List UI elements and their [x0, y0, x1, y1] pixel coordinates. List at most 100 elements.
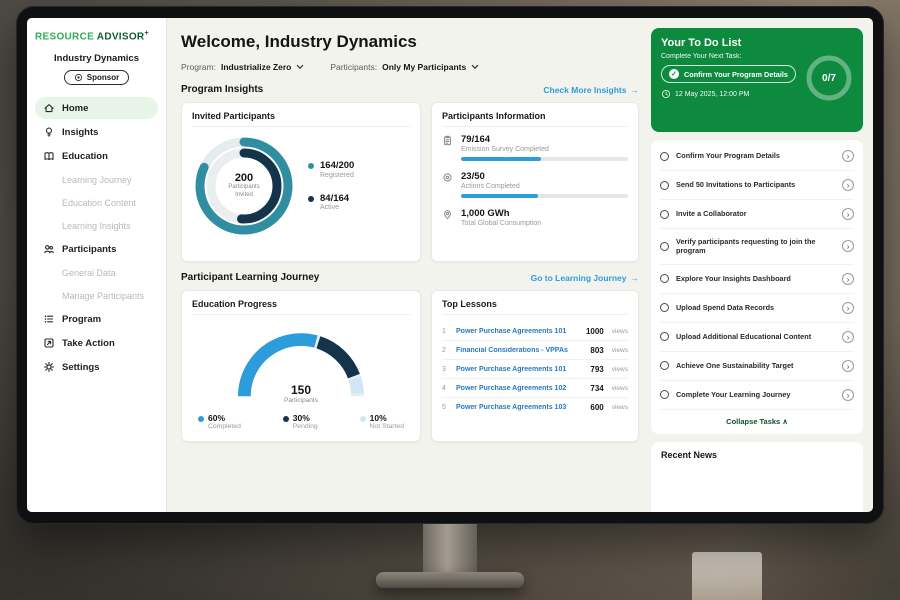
top-lessons-card: Top Lessons 1 Power Purchase Agreements …: [431, 290, 639, 442]
nav-label: Participants: [62, 243, 117, 255]
todo-task-row: Explore Your Insights Dashboard ›: [660, 265, 854, 294]
donut-registered-arc: [195, 137, 293, 235]
lesson-title-link[interactable]: Power Purchase Agreements 101: [456, 365, 567, 373]
sidebar-item-learning-journey[interactable]: Learning Journey: [62, 174, 132, 185]
task-open-button[interactable]: ›: [842, 150, 854, 162]
check-more-insights-link[interactable]: Check More Insights →: [543, 85, 639, 95]
task-label: Achieve One Sustainability Target: [676, 361, 794, 371]
legend-label: Active: [320, 204, 340, 212]
next-task-chip[interactable]: ✓ Confirm Your Program Details: [661, 65, 796, 83]
task-checkbox[interactable]: [660, 241, 669, 251]
chevron-right-icon: ›: [846, 360, 850, 371]
card-title: Top Lessons: [442, 299, 628, 315]
due-date: 12 May 2025, 12:00 PM: [675, 90, 750, 98]
legend-label: Registered: [320, 171, 354, 179]
task-open-button[interactable]: ›: [842, 208, 854, 220]
donut-center-label: Participants Invited: [228, 184, 260, 198]
sidebar-item-education[interactable]: Education: [35, 145, 158, 167]
sidebar-item-insights[interactable]: Insights: [35, 121, 158, 143]
chevron-down-icon: [471, 64, 479, 70]
legend-label: Not Started: [369, 423, 404, 430]
legend-dot: [308, 195, 314, 202]
list-icon: [43, 313, 55, 325]
sidebar-item-manage-participants[interactable]: Manage Participants: [62, 290, 145, 301]
legend-dot: [359, 416, 366, 422]
arrow-right-icon: →: [630, 84, 640, 95]
sidebar-item-settings[interactable]: Settings: [35, 356, 158, 378]
participants-information-card: Participants Information 79/164 Emission…: [431, 102, 639, 262]
task-checkbox[interactable]: [660, 390, 669, 400]
sidebar-item-home[interactable]: Home: [35, 97, 158, 120]
task-open-button[interactable]: ›: [842, 272, 854, 285]
task-open-button[interactable]: ›: [842, 240, 854, 253]
chevron-right-icon: ›: [846, 241, 850, 252]
filter-label: Participants:: [330, 62, 378, 72]
filter-value: Industrialize Zero: [220, 62, 292, 72]
todo-task-list: Confirm Your Program Details › Send 50 I…: [651, 140, 863, 434]
invited-participants-card: Invited Participants 200 Partic: [181, 102, 421, 262]
sidebar-item-learning-insights[interactable]: Learning Insights: [62, 220, 131, 231]
lesson-title-link[interactable]: Power Purchase Agreements 102: [456, 384, 567, 392]
program-filter-dropdown[interactable]: Program: Industrialize Zero: [181, 62, 304, 72]
gauge-segment-1: [238, 333, 364, 397]
donut-legend: 164/200 Registered 84/164 Active: [308, 159, 355, 212]
screen: RESOURCE ADVISOR+ Industry Dynamics Spon…: [27, 18, 873, 512]
todo-title: Your To Do List: [661, 37, 742, 49]
task-open-button[interactable]: ›: [842, 301, 854, 314]
lesson-rank: 4: [442, 384, 446, 392]
location-pin-icon: [442, 209, 453, 220]
task-checkbox[interactable]: [660, 303, 669, 313]
monitor-stand-neck: [423, 524, 477, 576]
book-icon: [43, 150, 55, 162]
go-to-learning-journey-link[interactable]: Go to Learning Journey →: [531, 273, 639, 283]
lesson-views: 734: [590, 383, 604, 393]
legend-value: 84/164: [320, 192, 350, 204]
sidebar-item-take-action[interactable]: Take Action: [35, 332, 158, 354]
task-checkbox[interactable]: [660, 209, 669, 219]
stat-label: Emission Survey Completed: [461, 146, 549, 153]
task-label: Explore Your Insights Dashboard: [676, 274, 791, 284]
card-title: Invited Participants: [192, 111, 410, 127]
org-name: Industry Dynamics: [54, 53, 139, 65]
lesson-title-link[interactable]: Power Purchase Agreements 103: [456, 403, 567, 411]
task-checkbox[interactable]: [660, 180, 669, 190]
lesson-title-link[interactable]: Power Purchase Agreements 101: [456, 327, 567, 335]
sidebar-item-general-data[interactable]: General Data: [62, 267, 116, 278]
task-checkbox[interactable]: [660, 361, 669, 371]
home-icon: [43, 102, 55, 114]
legend-value: 164/200: [320, 159, 355, 171]
stat-value: 79/164: [461, 134, 491, 145]
legend-item-registered: 164/200 Registered: [308, 159, 355, 179]
task-checkbox[interactable]: [660, 332, 669, 342]
todo-task-row: Send 50 Invitations to Participants ›: [660, 171, 854, 200]
chevron-right-icon: ›: [846, 331, 850, 342]
legend-dot: [308, 162, 314, 169]
participants-filter-dropdown[interactable]: Participants: Only My Participants: [330, 62, 479, 72]
lesson-row: 5 Power Purchase Agreements 103 600 view…: [442, 398, 628, 416]
lesson-title-link[interactable]: Financial Considerations - VPPAs: [456, 346, 568, 354]
stat-value: 1,000 GWh: [461, 208, 510, 219]
lesson-rank: 1: [442, 327, 446, 335]
link-label: Go to Learning Journey: [530, 272, 627, 283]
legend-dot: [282, 416, 289, 422]
task-label: Verify participants requesting to join t…: [676, 237, 816, 256]
chevron-right-icon: ›: [846, 389, 850, 400]
task-open-button[interactable]: ›: [842, 179, 854, 191]
filter-bar: Program: Industrialize Zero Participants…: [181, 62, 639, 72]
sidebar-item-education-content[interactable]: Education Content: [62, 197, 137, 208]
sidebar-item-program[interactable]: Program: [35, 308, 158, 330]
task-open-button[interactable]: ›: [842, 388, 854, 401]
todo-summary-card: Your To Do List Complete Your Next Task:…: [651, 28, 863, 132]
collapse-tasks-button[interactable]: Collapse Tasks ∧: [660, 410, 854, 432]
task-open-button[interactable]: ›: [842, 330, 854, 343]
nav-label: Program: [62, 313, 102, 325]
legend-label: Completed: [208, 423, 241, 430]
gauge-center-value: 150: [290, 383, 312, 397]
task-open-button[interactable]: ›: [842, 359, 854, 372]
chevron-right-icon: ›: [846, 302, 850, 313]
task-checkbox[interactable]: [660, 274, 669, 284]
chevron-right-icon: ›: [846, 208, 850, 219]
task-checkbox[interactable]: [660, 151, 669, 161]
sidebar-item-participants[interactable]: Participants: [35, 238, 158, 260]
task-label: Complete Your Learning Journey: [676, 390, 791, 400]
